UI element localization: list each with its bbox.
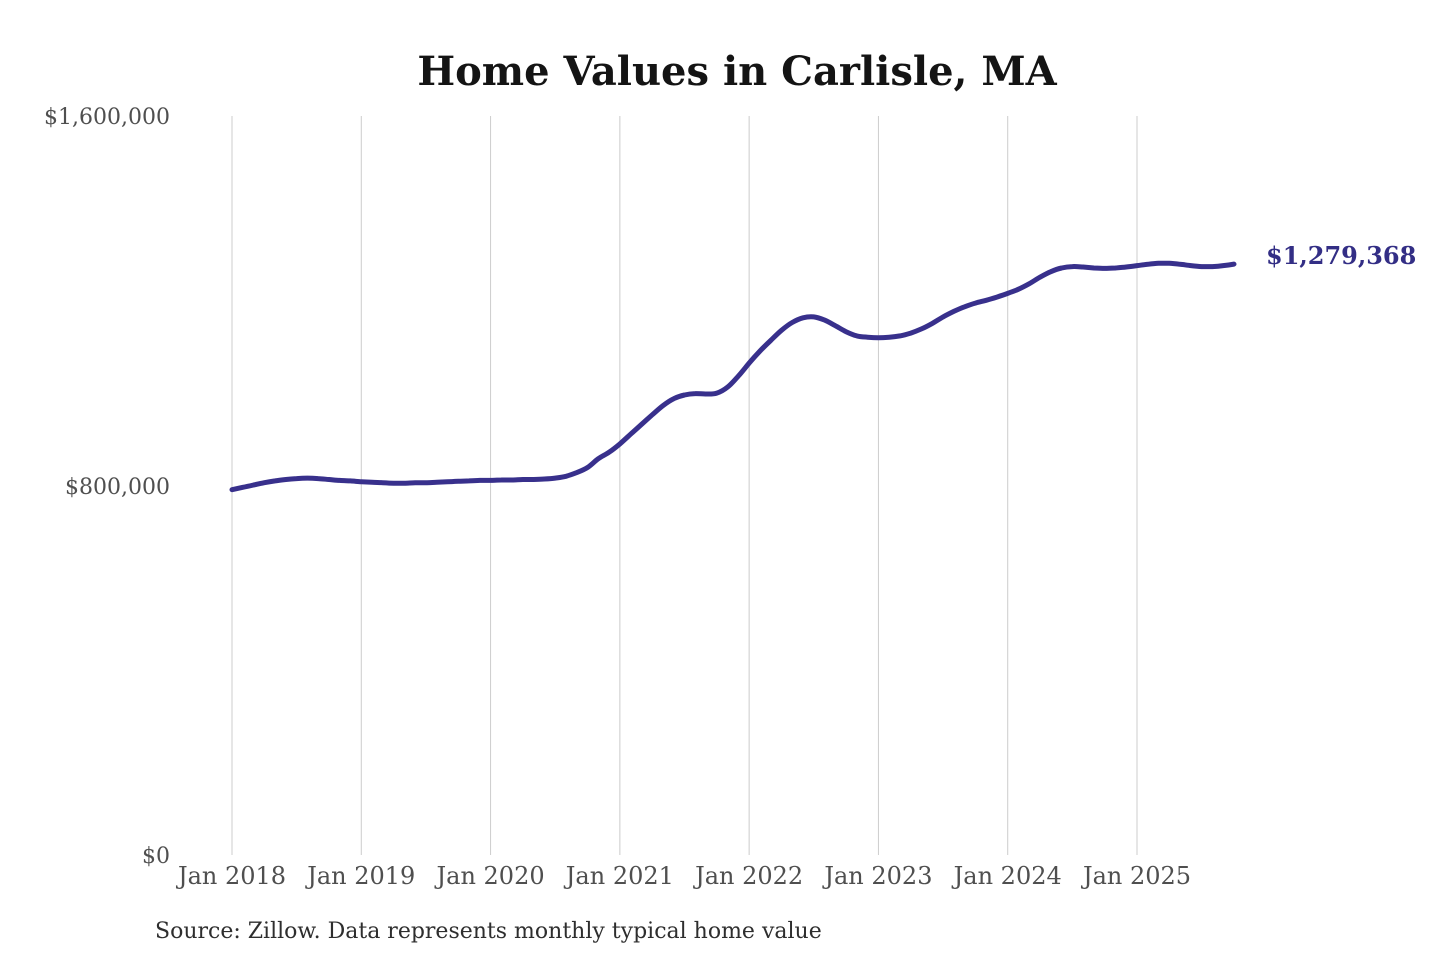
x-tick-label: Jan 2025 bbox=[1080, 862, 1191, 890]
x-tick-label: Jan 2019 bbox=[304, 862, 415, 890]
x-tick-label: Jan 2024 bbox=[951, 862, 1062, 890]
source-note: Source: Zillow. Data represents monthly … bbox=[155, 919, 822, 944]
home-value-line bbox=[229, 260, 1237, 493]
chart-title: Home Values in Carlisle, MA bbox=[417, 48, 1057, 95]
y-tick-label-1600000: $1,600,000 bbox=[44, 105, 170, 130]
x-tick-label: Jan 2021 bbox=[563, 862, 674, 890]
x-axis-labels: Jan 2018 Jan 2019 Jan 2020 Jan 2021 Jan 2022… bbox=[175, 862, 1191, 890]
x-tick-label: Jan 2018 bbox=[175, 862, 286, 890]
x-tick-label: Jan 2022 bbox=[692, 862, 803, 890]
y-axis-labels: $1,600,000 $800,000 $0 bbox=[44, 105, 170, 869]
y-tick-label-0: $0 bbox=[142, 844, 170, 869]
x-tick-label: Jan 2020 bbox=[434, 862, 545, 890]
latest-value-label: $1,279,368 bbox=[1266, 241, 1416, 270]
x-tick-label: Jan 2023 bbox=[821, 862, 932, 890]
y-tick-label-800000: $800,000 bbox=[65, 475, 170, 500]
gridlines bbox=[231, 116, 1138, 855]
